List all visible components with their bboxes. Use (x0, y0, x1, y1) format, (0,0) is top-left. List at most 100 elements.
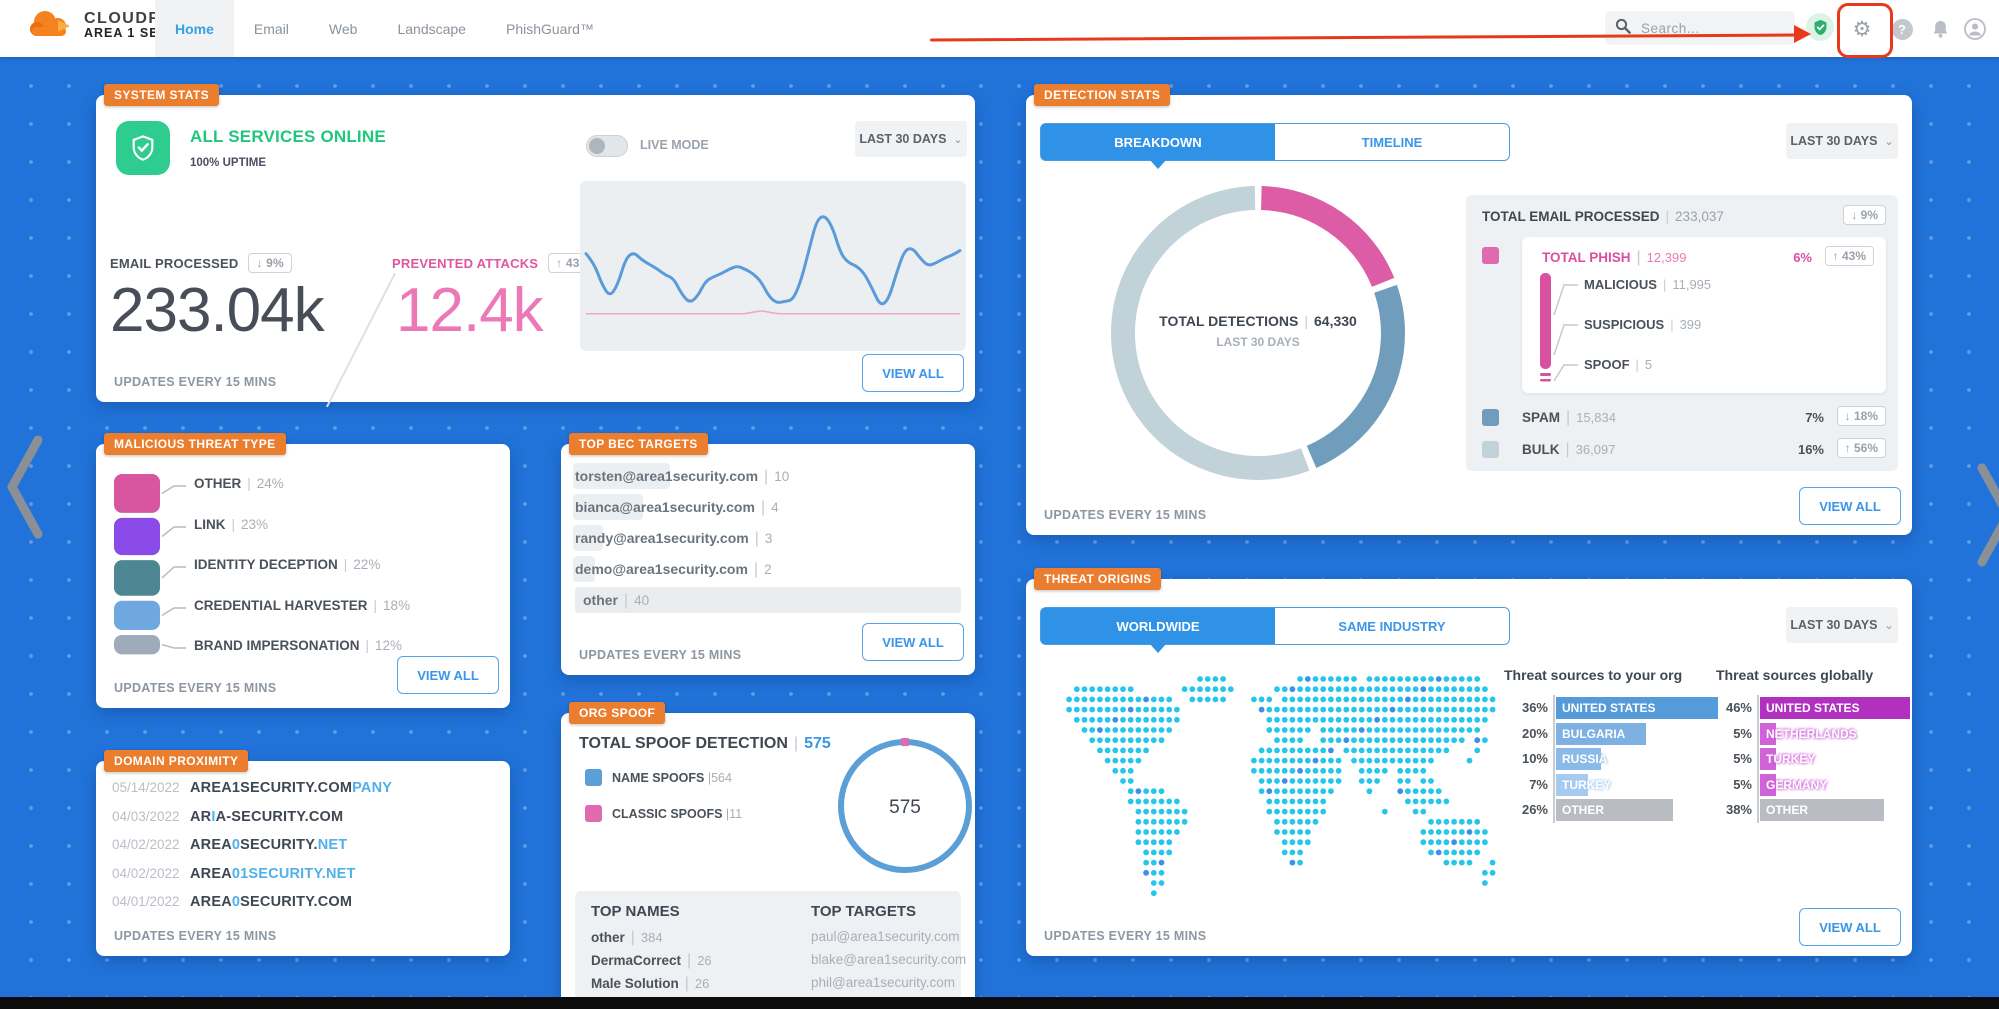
updates-text: UPDATES EVERY 15 MINS (1044, 929, 1207, 943)
bar-pct-label: 20% (1521, 725, 1548, 741)
bar-pct-label: 5% (1733, 725, 1752, 741)
threat-type-row: CREDENTIAL HARVESTER | 18% (194, 598, 411, 613)
country-bar[interactable]: TURKEY (1556, 773, 1611, 796)
top-name-row: DermaCorrect | 26 (591, 952, 712, 969)
view-all-button[interactable]: VIEW ALL (1799, 487, 1901, 525)
domain-row[interactable]: 04/02/2022 AREA01SECURITY.NET (112, 865, 356, 883)
bec-highlight-pill (573, 556, 595, 582)
bulk-row: BULK | 36,097 (1522, 441, 1616, 458)
org-sources-title: Threat sources to your org (1504, 667, 1683, 683)
phish-child-row: SUSPICIOUS | 399 (1584, 317, 1702, 332)
country-bar[interactable]: BULGARIA (1556, 722, 1646, 745)
country-bar[interactable]: OTHER (1760, 799, 1884, 821)
card-tag: SYSTEM STATS (104, 84, 220, 106)
view-all-button[interactable]: VIEW ALL (397, 656, 499, 694)
settings-gear-icon[interactable]: ⚙ (1852, 17, 1872, 41)
nav-item-phishguard[interactable]: PhishGuard™ (505, 20, 594, 37)
domain-row[interactable]: 04/02/2022 AREA0SECURITY.NET (112, 836, 347, 854)
view-all-button[interactable]: VIEW ALL (862, 623, 964, 661)
bec-target-row[interactable]: randy@area1security.com | 3 (573, 525, 772, 551)
country-bar[interactable]: TURKEY (1760, 748, 1815, 770)
domain-proximity-card: DOMAIN PROXIMITY 05/14/2022 AREA1SECURITY… (96, 750, 510, 956)
search-input[interactable] (1639, 19, 1783, 37)
bec-target-row[interactable]: torsten@area1security.com | 10 (573, 463, 789, 489)
threat-type-row: IDENTITY DECEPTION | 22% (194, 557, 381, 572)
nav-item-email[interactable]: Email (253, 20, 289, 37)
bec-target-row[interactable]: bianca@area1security.com | 4 (573, 494, 779, 520)
view-all-button[interactable]: VIEW ALL (862, 354, 964, 392)
domain-row[interactable]: 05/14/2022 AREA1SECURITY.COMPANY (112, 779, 392, 797)
domain-date: 05/14/2022 (112, 780, 180, 795)
total-phish-row: TOTAL PHISH | 12,399 (1542, 249, 1687, 266)
total-phish-panel: TOTAL PHISH | 12,399 6% ↑ 43% MALICIOUS | 11… (1522, 237, 1886, 393)
services-status-text: ALL SERVICES ONLINE (190, 127, 386, 146)
carousel-prev-icon[interactable] (4, 432, 46, 547)
phish-pct: 6% (1793, 250, 1812, 265)
nav-item-landscape[interactable]: Landscape (397, 20, 466, 37)
domain-row[interactable]: 04/01/2022 AREA0SECURITY.COM (112, 893, 352, 911)
view-all-button[interactable]: VIEW ALL (1799, 908, 1901, 946)
country-bar[interactable]: NETHERLANDS (1760, 722, 1857, 745)
range-dropdown[interactable]: LAST 30 DAYS ⌄ (1786, 123, 1898, 159)
bec-email: torsten@area1security.com (575, 468, 759, 484)
user-account-icon[interactable] (1960, 14, 1990, 44)
updates-text: UPDATES EVERY 15 MINS (1044, 508, 1207, 522)
phish-breakdown-bar (1540, 273, 1578, 382)
carousel-next-icon[interactable] (1974, 460, 1999, 575)
spoof-total-value: 575 (804, 735, 831, 752)
domain-name: AREA0SECURITY.COM (190, 894, 353, 910)
org-spoof-donut-chart (837, 738, 973, 874)
card-tag: DETECTION STATS (1034, 84, 1171, 106)
cloudflare-cloud-icon (28, 6, 74, 45)
bars-axis-line (1757, 695, 1759, 823)
email-processed-value: 233.04k (110, 276, 325, 345)
domain-name: AREA01SECURITY.NET (190, 865, 356, 882)
nav-item-web[interactable]: Web (328, 20, 358, 37)
help-icon[interactable]: ? (1887, 14, 1917, 44)
bec-highlight-pill (573, 525, 603, 551)
updates-text: UPDATES EVERY 15 MINS (114, 681, 277, 695)
domain-row[interactable]: 04/03/2022 ARIA-SECURITY.COM (112, 808, 343, 826)
card-tag: DOMAIN PROXIMITY (104, 750, 249, 772)
tab-timeline[interactable]: TIMELINE (1361, 134, 1423, 150)
uptime-text: 100% UPTIME (190, 157, 267, 169)
phish-child-row: MALICIOUS | 11,995 (1584, 277, 1712, 292)
detection-breakdown-panel: TOTAL EMAIL PROCESSED | 233,037 ↓ 9% TOTAL… (1466, 195, 1898, 471)
notifications-bell-icon[interactable] (1925, 14, 1955, 44)
tab-breakdown[interactable]: BREAKDOWN (1041, 124, 1275, 169)
search-box[interactable] (1605, 11, 1795, 45)
top-target-row: phil@area1security.com (811, 975, 956, 990)
live-mode-toggle[interactable] (586, 135, 628, 157)
country-bar[interactable]: RUSSIA (1556, 748, 1607, 770)
range-dropdown[interactable]: LAST 30 DAYS ⌄ (1786, 607, 1898, 643)
tab-same-industry[interactable]: SAME INDUSTRY (1338, 618, 1446, 634)
bars-axis-line (1553, 695, 1555, 823)
bec-other-row[interactable]: other | 40 (575, 587, 961, 613)
country-bar[interactable]: UNITED STATES (1556, 697, 1718, 719)
bec-email: randy@area1security.com (575, 530, 749, 546)
taskbar-strip (0, 997, 1999, 1009)
threat-origins-card: THREAT ORIGINS WORLDWIDE SAME INDUSTRY L… (1026, 568, 1912, 956)
detection-stats-card: DETECTION STATS BREAKDOWN TIMELINE LAST … (1026, 84, 1912, 535)
nav-item-home[interactable]: Home (155, 0, 234, 57)
bulk-pct: 16% (1797, 442, 1824, 457)
threat-type-row: BRAND IMPERSONATION | 12% (194, 638, 403, 653)
country-bar[interactable]: OTHER (1556, 799, 1673, 821)
prevented-attacks-label-row: PREVENTED ATTACKS ↑ 43% (392, 253, 599, 273)
chevron-down-icon: ⌄ (953, 133, 963, 146)
domain-date: 04/01/2022 (112, 894, 180, 909)
bar-pct-label: 26% (1521, 802, 1548, 817)
bar-pct-label: 10% (1521, 751, 1548, 766)
bec-target-row[interactable]: demo@area1security.com | 2 (573, 556, 772, 582)
bulk-delta-badge: ↑ 56% (1836, 438, 1886, 458)
tab-worldwide[interactable]: WORLDWIDE (1041, 608, 1275, 653)
card-tag: THREAT ORIGINS (1034, 568, 1162, 590)
country-bar[interactable]: GERMANY (1760, 773, 1827, 796)
phish-delta-badge: ↑ 43% (1824, 246, 1874, 266)
range-dropdown[interactable]: LAST 30 DAYS ⌄ (855, 121, 967, 157)
bar-pct-label: 5% (1733, 776, 1752, 792)
bec-email: demo@area1security.com (575, 561, 748, 577)
main-nav: Home Email Web Landscape PhishGuard™ (155, 0, 614, 57)
country-bar[interactable]: UNITED STATES (1760, 697, 1910, 719)
top-names-title: TOP NAMES (591, 903, 680, 920)
